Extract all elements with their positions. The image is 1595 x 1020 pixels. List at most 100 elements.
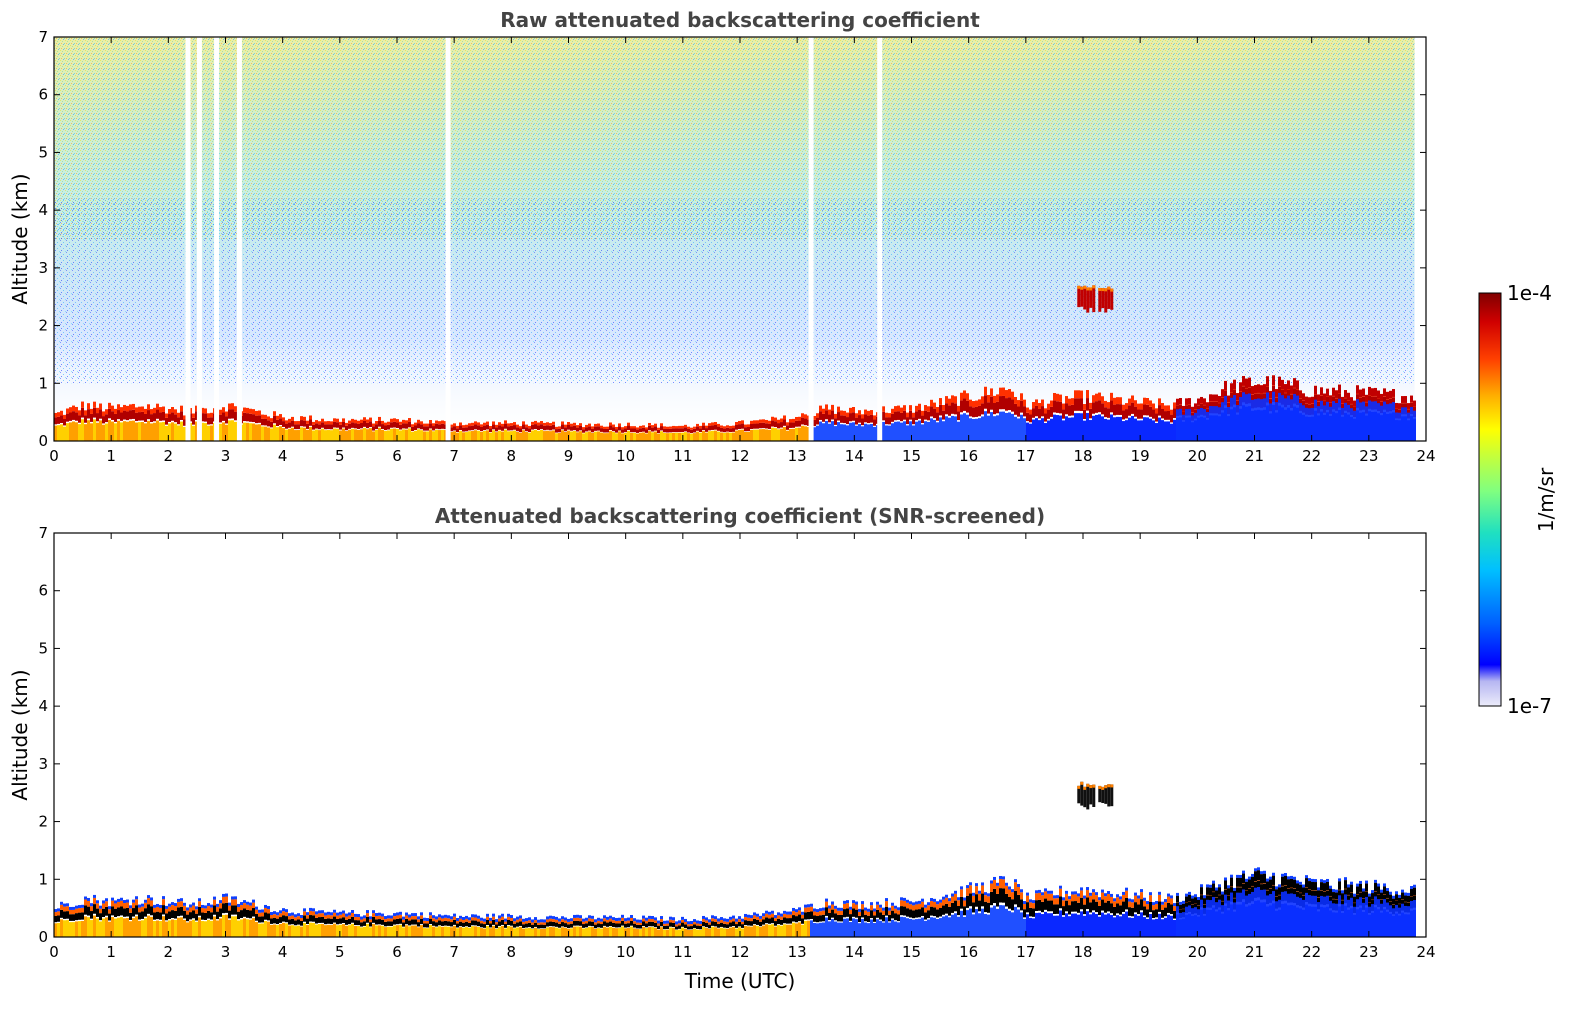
raw-near-surface-cell [963, 413, 966, 441]
raw-layer-edge-cell [534, 420, 537, 425]
screened-layer-fringe-cell [804, 904, 807, 908]
raw-near-surface-cell [1155, 423, 1158, 441]
screened-boundary-layer-cell [1389, 905, 1392, 937]
screened-layer-edge-cell [312, 911, 315, 916]
screened-layer-fringe-cell [858, 908, 861, 912]
raw-layer-core-cell [1380, 393, 1383, 402]
screened-layer-fringe-cell [831, 901, 834, 905]
raw-layer-core-cell [885, 417, 888, 425]
raw-layer-edge-cell [1104, 400, 1107, 408]
screened-layer-core-cell [1026, 902, 1029, 913]
screened-layer-core-cell [279, 917, 282, 923]
screened-near-surface-cell [813, 922, 816, 937]
raw-layer-core-cell [1260, 385, 1263, 394]
screened-layer-core-cell [558, 923, 561, 928]
raw-layer-edge-cell [1023, 399, 1026, 407]
screened-near-surface-cell [495, 928, 498, 937]
screened-layer-edge-cell [1113, 901, 1116, 907]
screened-near-surface-cell [408, 926, 411, 937]
screened-near-surface-cell [693, 928, 696, 937]
screened-layer-edge-cell [570, 921, 573, 924]
raw-near-surface-cell [519, 432, 522, 441]
screened-layer-core-cell [1329, 888, 1332, 896]
raw-near-surface-cell [603, 433, 606, 441]
screened-layer-fringe-cell [1164, 899, 1167, 903]
raw-near-surface-cell [729, 432, 732, 441]
screened-layer-edge-cell [90, 906, 93, 912]
raw-near-surface-cell [579, 431, 582, 441]
raw-layer-core-cell [285, 423, 288, 429]
screened-layer-core-cell [423, 923, 426, 928]
screened-layer-fringe-cell [315, 911, 318, 915]
screened-layer-edge-cell [504, 921, 507, 925]
screened-near-surface-cell [840, 922, 843, 937]
raw-layer-core-cell [939, 404, 942, 416]
screened-layer-core-cell [723, 923, 726, 928]
screened-layer-edge-cell [183, 905, 186, 911]
raw-layer-core-cell [660, 426, 663, 431]
screened-layer-core-cell [345, 919, 348, 925]
screened-layer-edge-cell [774, 918, 777, 922]
raw-layer-edge-cell [1143, 397, 1146, 405]
screened-layer-core-cell [393, 919, 396, 925]
screened-layer-fringe-cell [822, 907, 825, 911]
screened-layer-fringe-cell [1314, 879, 1317, 883]
screened-layer-fringe-cell [183, 902, 186, 906]
raw-layer-core-cell [1116, 404, 1119, 415]
screened-layer-edge-cell [972, 895, 975, 903]
screened-boundary-layer-cell [1233, 902, 1236, 937]
raw-layer-core-cell [141, 411, 144, 421]
raw-layer-edge-cell [585, 424, 588, 428]
screened-near-surface-cell [366, 923, 369, 937]
screened-layer-core-cell [747, 920, 750, 926]
screened-near-surface-cell [216, 920, 219, 937]
screened-layer-fringe-cell [333, 909, 336, 913]
screened-boundary-layer-cell [1302, 899, 1305, 937]
raw-near-surface-cell [762, 429, 765, 441]
screened-layer-core-cell [432, 921, 435, 926]
screened-layer-core-cell [1242, 873, 1245, 884]
screened-layer-fringe-cell [924, 904, 927, 908]
screened-near-surface-cell [918, 918, 921, 937]
raw-layer-core-cell [846, 417, 849, 425]
screened-layer-fringe-cell [270, 912, 273, 916]
raw-near-surface-cell [759, 429, 762, 441]
screened-layer-fringe-cell [720, 917, 723, 921]
raw-layer-edge-cell [468, 423, 471, 427]
screened-boundary-layer-cell [1263, 889, 1266, 937]
screened-near-surface-cell [741, 928, 744, 937]
screened-layer-fringe-cell [855, 901, 858, 905]
screened-layer-core-cell [693, 924, 696, 929]
screened-near-surface-cell [1047, 913, 1050, 937]
screened-layer-fringe-cell [618, 917, 621, 921]
raw-layer-edge-cell [291, 416, 294, 421]
raw-layer-core-cell [396, 422, 399, 428]
screened-layer-core-cell [240, 910, 243, 918]
raw-layer-core-cell [549, 425, 552, 431]
screened-near-surface-cell [108, 921, 111, 937]
raw-layer-edge-cell [921, 410, 924, 416]
screened-near-surface-cell [150, 916, 153, 937]
screened-layer-edge-cell [603, 918, 606, 922]
screened-layer-fringe-cell [741, 918, 744, 922]
raw-boundary-layer-cell [1362, 401, 1365, 441]
screened-near-surface-cell [1029, 917, 1032, 937]
raw-near-surface-cell [438, 430, 441, 441]
raw-layer-core-cell [429, 423, 432, 429]
screened-layer-fringe-cell [1362, 888, 1365, 892]
screened-layer-core-cell [156, 911, 159, 920]
screened-layer-edge-cell [999, 878, 1002, 889]
raw-near-surface-cell [735, 430, 738, 441]
raw-layer-core-cell [831, 410, 834, 420]
raw-layer-core-cell [1077, 398, 1080, 411]
screened-boundary-layer-cell [1329, 900, 1332, 937]
raw-layer-core-cell [1110, 400, 1113, 413]
screened-layer-fringe-cell [486, 913, 489, 917]
raw-near-surface-cell [909, 421, 912, 441]
raw-near-surface-cell [756, 429, 759, 441]
raw-layer-core-cell [1221, 389, 1224, 398]
screened-boundary-layer-cell [1371, 904, 1374, 937]
raw-layer-core-cell [915, 411, 918, 421]
raw-elevated-cloud-edge [1089, 287, 1093, 291]
raw-near-surface-cell [501, 431, 504, 441]
